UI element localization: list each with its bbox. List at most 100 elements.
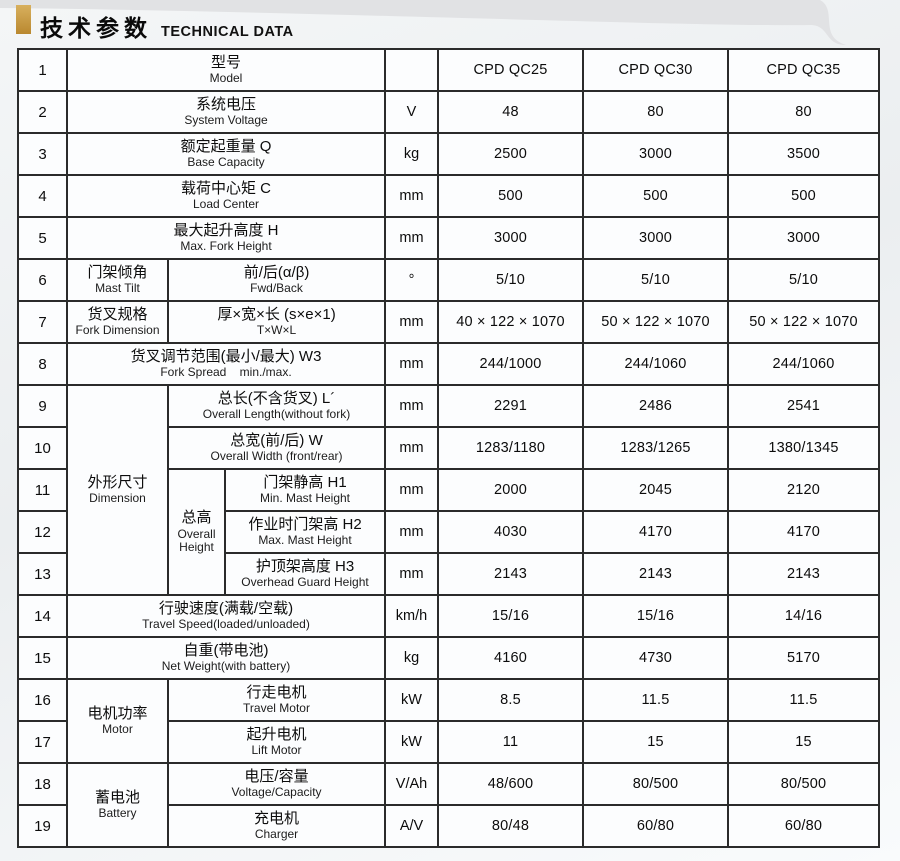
value-cell: 2541 <box>727 384 881 428</box>
label-en: Net Weight(with battery) <box>161 659 291 674</box>
label-en: Voltage/Capacity <box>231 785 322 800</box>
group-label: 货叉规格 Fork Dimension <box>66 300 169 344</box>
param-label: 行走电机 Travel Motor <box>166 678 387 722</box>
page-title-cn: 技术参数 <box>40 15 152 41</box>
unit-cell: mm <box>384 216 440 260</box>
value-cell: 2143 <box>582 552 730 596</box>
table-row: 14 行驶速度(满载/空载) Travel Speed(loaded/unloade… <box>17 594 881 638</box>
label-cn: 载荷中心矩 C <box>181 179 272 197</box>
unit-cell: V/Ah <box>384 762 440 806</box>
value-cell: 2045 <box>582 468 730 512</box>
param-label: 厚×宽×长 (s×e×1) T×W×L <box>166 300 387 344</box>
value-cell: 48 <box>437 90 585 134</box>
row-number: 3 <box>17 132 68 176</box>
table-row: 13 护顶架高度 H3 Overhead Guard Height mm 2143 214… <box>17 552 881 596</box>
value-cell: 244/1060 <box>582 342 730 386</box>
label-en: Overall Length(without fork) <box>202 407 351 422</box>
value-cell: 5/10 <box>582 258 730 302</box>
value-cell: 2000 <box>437 468 585 512</box>
unit-cell: kg <box>384 636 440 680</box>
label-cn: 总高 <box>181 508 212 526</box>
table-row: 8 货叉调节范围(最小/最大) W3 Fork Spread min./max. mm… <box>17 342 881 386</box>
label-en: Mast Tilt <box>95 281 140 296</box>
group-label: 外形尺寸 Dimension <box>66 384 169 596</box>
label-en: Fork Dimension <box>75 323 160 338</box>
value-cell: CPD QC30 <box>582 48 730 92</box>
label-cn: 门架静高 H1 <box>263 473 347 491</box>
label-cn: 起升电机 <box>246 725 307 743</box>
value-cell: 2291 <box>437 384 585 428</box>
unit-cell: mm <box>384 342 440 386</box>
row-number: 17 <box>17 720 68 764</box>
param-label: 充电机 Charger <box>166 804 387 848</box>
group-label: 电机功率 Motor <box>66 678 169 764</box>
table-row: 5 最大起升高度 H Max. Fork Height mm 3000 3000 3000 <box>17 216 881 260</box>
label-cn: 货叉调节范围(最小/最大) W3 <box>130 347 322 365</box>
label-cn: 前/后(α/β) <box>243 263 310 281</box>
label-en: Model <box>209 71 243 86</box>
row-number: 15 <box>17 636 68 680</box>
label-cn: 总长(不含货叉) L´ <box>217 389 336 407</box>
table-row: 17 起升电机 Lift Motor kW 11 15 15 <box>17 720 881 764</box>
table-row: 12 作业时门架高 H2 Max. Mast Height mm 4030 4170 417… <box>17 510 881 554</box>
label-cn: 额定起重量 Q <box>180 137 272 155</box>
table-row: 3 额定起重量 Q Base Capacity kg 2500 3000 3500 <box>17 132 881 176</box>
value-cell: 244/1000 <box>437 342 585 386</box>
unit-cell: mm <box>384 300 440 344</box>
table-row: 9 外形尺寸 Dimension 总长(不含货叉) L´ Overall Length(… <box>17 384 881 596</box>
label-cn: 型号 <box>211 53 242 71</box>
value-cell: 50 × 122 × 1070 <box>582 300 730 344</box>
value-cell: 80 <box>727 90 881 134</box>
label-en: Charger <box>254 827 299 842</box>
row-number: 11 <box>17 468 68 512</box>
label-cn: 蓄电池 <box>94 788 140 806</box>
value-cell: 14/16 <box>727 594 881 638</box>
value-cell: 15 <box>727 720 881 764</box>
table-row: 10 总宽(前/后) W Overall Width (front/rear) mm 1… <box>17 426 881 470</box>
unit-cell: mm <box>384 384 440 428</box>
table-row: 15 自重(带电池) Net Weight(with battery) kg 4160 4… <box>17 636 881 680</box>
row-number: 7 <box>17 300 68 344</box>
value-cell: 60/80 <box>727 804 881 848</box>
value-cell: 1283/1265 <box>582 426 730 470</box>
table-row: 18 蓄电池 Battery 电压/容量 Voltage/Capacity V/Ah 48/… <box>17 762 881 848</box>
value-cell: 80 <box>582 90 730 134</box>
value-cell: 1283/1180 <box>437 426 585 470</box>
value-cell: CPD QC35 <box>727 48 881 92</box>
label-en: Base Capacity <box>187 155 265 170</box>
label-cn: 总宽(前/后) W <box>230 431 323 449</box>
technical-data-table: 1 型号 Model CPD QC25 CPD QC30 CPD QC35 2 系统电压 Sys… <box>17 48 881 848</box>
row-number: 4 <box>17 174 68 218</box>
param-label: 前/后(α/β) Fwd/Back <box>166 258 387 302</box>
row-number: 19 <box>17 804 68 848</box>
label-cn: 电压/容量 <box>244 767 309 785</box>
table-row: 1 型号 Model CPD QC25 CPD QC30 CPD QC35 <box>17 48 881 92</box>
value-cell: 4170 <box>727 510 881 554</box>
page-header: 技术参数 TECHNICAL DATA <box>0 0 900 46</box>
value-cell: 2143 <box>437 552 585 596</box>
param-label: 总宽(前/后) W Overall Width (front/rear) <box>166 426 387 470</box>
label-en: Lift Motor <box>251 743 302 758</box>
page-title-en: TECHNICAL DATA <box>161 24 294 40</box>
row-number: 6 <box>17 258 68 302</box>
label-en: Battery <box>98 806 137 821</box>
row-number: 13 <box>17 552 68 596</box>
label-cn: 行驶速度(满载/空载) <box>158 599 294 617</box>
value-cell: 3000 <box>727 216 881 260</box>
label-cn: 护顶架高度 H3 <box>255 557 355 575</box>
param-label: 载荷中心矩 C Load Center <box>65 174 387 218</box>
subgroup-label: 总高 Overall Height <box>167 468 226 596</box>
value-cell: 5/10 <box>727 258 881 302</box>
label-en: Fork Spread min./max. <box>160 365 292 380</box>
param-label: 自重(带电池) Net Weight(with battery) <box>65 636 387 680</box>
value-cell: 80/500 <box>727 762 881 806</box>
param-label: 电压/容量 Voltage/Capacity <box>166 762 387 806</box>
value-cell: 500 <box>582 174 730 218</box>
value-cell: 2500 <box>437 132 585 176</box>
row-number: 16 <box>17 678 68 722</box>
value-cell: 3000 <box>582 132 730 176</box>
value-cell: 244/1060 <box>727 342 881 386</box>
param-label: 货叉调节范围(最小/最大) W3 Fork Spread min./max. <box>65 342 387 386</box>
label-en: T×W×L <box>256 323 297 338</box>
unit-cell: V <box>384 90 440 134</box>
